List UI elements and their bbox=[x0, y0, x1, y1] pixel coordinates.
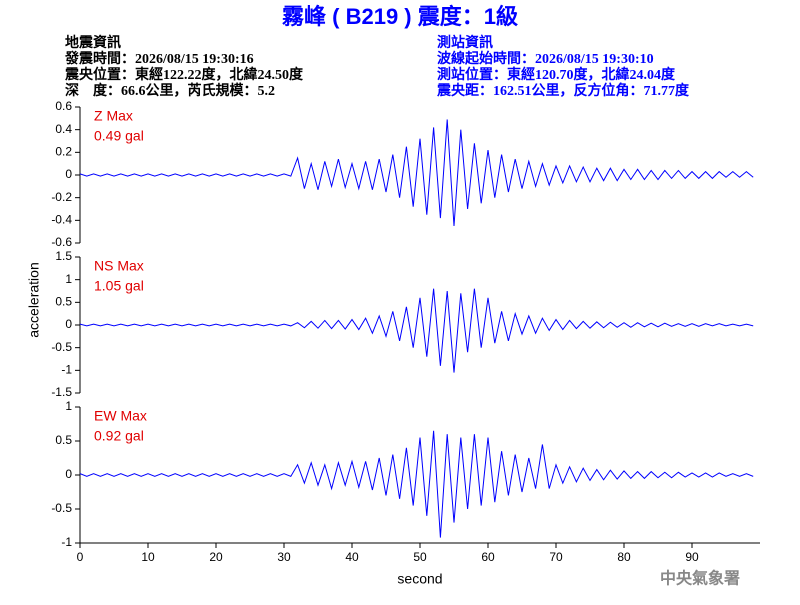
max-annotation: 0.92 gal bbox=[94, 428, 144, 444]
y-tick-label: 0.5 bbox=[55, 433, 72, 447]
event-info: 發震時間：2026/08/15 19:30:16 bbox=[64, 50, 254, 67]
max-annotation: NS Max bbox=[94, 258, 144, 274]
y-tick-label: 0 bbox=[65, 317, 72, 331]
y-tick-label: -1 bbox=[61, 363, 72, 377]
station-info: 測站資訊 bbox=[437, 34, 493, 51]
x-tick-label: 60 bbox=[481, 550, 495, 564]
x-tick-label: 20 bbox=[209, 550, 223, 564]
y-tick-label: -1 bbox=[61, 535, 72, 549]
x-tick-label: 50 bbox=[413, 550, 427, 564]
y-tick-label: 0.5 bbox=[55, 295, 72, 309]
title: 霧峰 ( B219 ) 震度：1級 bbox=[281, 4, 518, 29]
y-tick-label: -0.4 bbox=[51, 213, 72, 227]
event-info: 深 度：66.6公里，芮氏規模：5.2 bbox=[65, 82, 275, 99]
event-info: 地震資訊 bbox=[65, 34, 121, 51]
station-info: 波線起始時間：2026/08/15 19:30:10 bbox=[437, 50, 654, 67]
max-annotation: EW Max bbox=[94, 408, 147, 424]
y-tick-label: 0.6 bbox=[55, 99, 72, 113]
y-tick-label: 0 bbox=[65, 167, 72, 181]
y-tick-label: 0 bbox=[65, 467, 72, 481]
y-tick-label: 1 bbox=[65, 272, 72, 286]
station-info: 震央距：162.51公里，反方位角：71.77度 bbox=[436, 82, 690, 99]
x-axis-label: second bbox=[397, 571, 442, 587]
waveform bbox=[79, 288, 754, 373]
y-tick-label: -0.6 bbox=[51, 235, 72, 249]
waveform bbox=[79, 430, 754, 538]
event-info: 震央位置：東經122.22度，北緯24.50度 bbox=[64, 66, 304, 83]
y-tick-label: 1 bbox=[65, 399, 72, 413]
y-tick-label: -1.5 bbox=[51, 385, 72, 399]
y-tick-label: -0.5 bbox=[51, 340, 72, 354]
y-tick-label: 0.4 bbox=[55, 122, 72, 136]
y-tick-label: -0.2 bbox=[51, 190, 72, 204]
x-tick-label: 10 bbox=[141, 550, 155, 564]
x-tick-label: 40 bbox=[345, 550, 359, 564]
x-tick-label: 70 bbox=[549, 550, 563, 564]
y-axis-label: acceleration bbox=[26, 262, 42, 338]
x-tick-label: 80 bbox=[617, 550, 631, 564]
max-annotation: 0.49 gal bbox=[94, 128, 144, 144]
y-tick-label: 0.2 bbox=[55, 145, 72, 159]
watermark: 中央氣象署 bbox=[660, 569, 740, 588]
waveform bbox=[79, 119, 754, 227]
x-tick-label: 0 bbox=[77, 550, 84, 564]
x-tick-label: 90 bbox=[685, 550, 699, 564]
y-tick-label: 1.5 bbox=[55, 249, 72, 263]
station-info: 測站位置：東經120.70度，北緯24.04度 bbox=[437, 66, 676, 83]
max-annotation: Z Max bbox=[94, 108, 133, 124]
y-tick-label: -0.5 bbox=[51, 501, 72, 515]
x-tick-label: 30 bbox=[277, 550, 291, 564]
max-annotation: 1.05 gal bbox=[94, 278, 144, 294]
